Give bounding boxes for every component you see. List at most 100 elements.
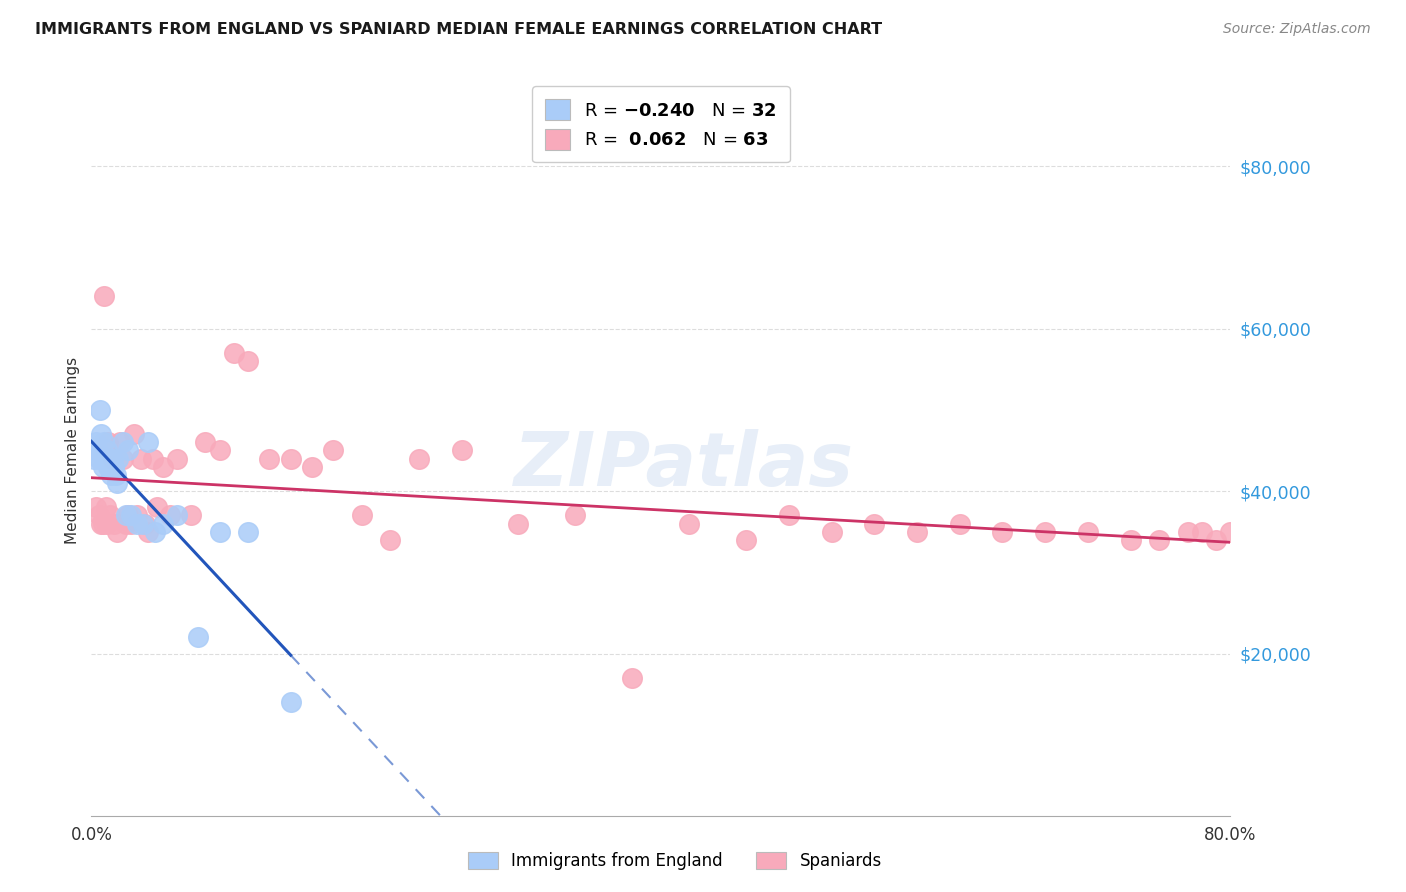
Point — [111, 451, 134, 466]
Text: IMMIGRANTS FROM ENGLAND VS SPANIARD MEDIAN FEMALE EARNINGS CORRELATION CHART: IMMIGRANTS FROM ENGLAND VS SPANIARD MEDI… — [35, 22, 883, 37]
Point — [1233, 533, 1256, 547]
Point — [103, 516, 125, 531]
Point — [508, 516, 530, 531]
Point — [83, 451, 105, 466]
Point — [1261, 533, 1284, 547]
Point — [129, 451, 152, 466]
Point — [101, 451, 124, 466]
Point — [301, 459, 323, 474]
Point — [111, 435, 134, 450]
Point — [1119, 533, 1142, 547]
Point — [125, 508, 148, 523]
Point — [1033, 524, 1056, 539]
Point — [98, 451, 121, 466]
Point — [120, 516, 142, 531]
Point — [91, 516, 114, 531]
Point — [125, 516, 148, 531]
Point — [380, 533, 402, 547]
Point — [564, 508, 586, 523]
Point — [259, 451, 281, 466]
Legend: Immigrants from England, Spaniards: Immigrants from England, Spaniards — [461, 845, 889, 877]
Point — [450, 443, 472, 458]
Point — [820, 524, 842, 539]
Point — [1077, 524, 1099, 539]
Point — [86, 443, 108, 458]
Point — [87, 451, 110, 466]
Point — [1177, 524, 1199, 539]
Point — [166, 451, 188, 466]
Point — [114, 516, 136, 531]
Point — [166, 508, 188, 523]
Point — [145, 524, 167, 539]
Point — [187, 631, 209, 645]
Point — [621, 671, 644, 685]
Y-axis label: Median Female Earnings: Median Female Earnings — [65, 357, 80, 544]
Legend: R = $\mathbf{-0.240}$   N = $\mathbf{32}$, R =  $\mathbf{0.062}$   N = $\mathbf{: R = $\mathbf{-0.240}$ N = $\mathbf{32}$,… — [531, 87, 790, 162]
Point — [90, 516, 112, 531]
Point — [208, 524, 231, 539]
Point — [1205, 533, 1227, 547]
Point — [280, 695, 302, 709]
Point — [117, 443, 139, 458]
Point — [122, 427, 145, 442]
Point — [280, 451, 302, 466]
Point — [778, 508, 800, 523]
Point — [138, 524, 160, 539]
Point — [100, 467, 122, 482]
Point — [114, 508, 136, 523]
Point — [93, 289, 115, 303]
Point — [93, 435, 115, 450]
Point — [105, 524, 128, 539]
Point — [84, 435, 107, 450]
Point — [94, 451, 117, 466]
Point — [96, 443, 118, 458]
Point — [105, 475, 128, 490]
Point — [159, 508, 181, 523]
Point — [678, 516, 700, 531]
Point — [222, 346, 245, 360]
Point — [97, 435, 120, 450]
Point — [1147, 533, 1170, 547]
Point — [949, 516, 972, 531]
Point — [94, 500, 117, 515]
Point — [905, 524, 928, 539]
Point — [84, 500, 107, 515]
Point — [96, 516, 118, 531]
Point — [1191, 524, 1213, 539]
Point — [107, 451, 129, 466]
Point — [408, 451, 430, 466]
Point — [103, 459, 125, 474]
Text: Source: ZipAtlas.com: Source: ZipAtlas.com — [1223, 22, 1371, 37]
Point — [91, 459, 114, 474]
Point — [104, 467, 127, 482]
Point — [208, 443, 231, 458]
Point — [322, 443, 344, 458]
Point — [236, 524, 259, 539]
Text: ZIPatlas: ZIPatlas — [513, 428, 853, 501]
Point — [735, 533, 758, 547]
Point — [180, 508, 202, 523]
Point — [134, 516, 156, 531]
Point — [89, 402, 111, 417]
Point — [350, 508, 373, 523]
Point — [863, 516, 886, 531]
Point — [1277, 524, 1299, 539]
Point — [152, 459, 174, 474]
Point — [1219, 524, 1241, 539]
Point — [1247, 524, 1270, 539]
Point — [142, 451, 165, 466]
Point — [152, 516, 174, 531]
Point — [117, 508, 139, 523]
Point — [120, 508, 142, 523]
Point — [98, 508, 121, 523]
Point — [90, 427, 112, 442]
Point — [146, 500, 169, 515]
Point — [991, 524, 1014, 539]
Point — [108, 435, 131, 450]
Point — [236, 354, 259, 368]
Point — [97, 459, 120, 474]
Point — [138, 435, 160, 450]
Point — [87, 508, 110, 523]
Point — [131, 516, 153, 531]
Point — [101, 451, 124, 466]
